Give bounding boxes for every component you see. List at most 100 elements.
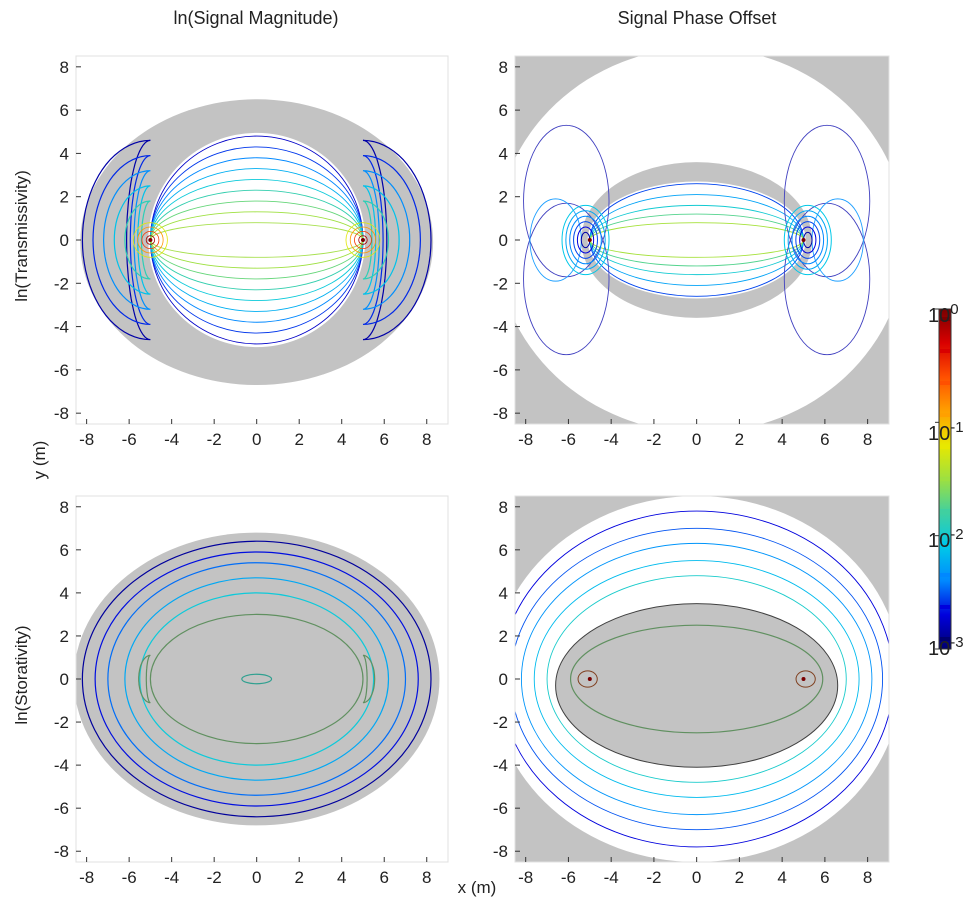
contour-lobe bbox=[523, 202, 610, 356]
contour-lobe bbox=[523, 124, 610, 278]
contour-source-ring bbox=[783, 204, 832, 276]
contour-crescent bbox=[362, 200, 390, 280]
contour-ring bbox=[515, 527, 883, 831]
contour-source-ring bbox=[565, 210, 606, 270]
y-tick-label: -6 bbox=[54, 361, 69, 380]
contour-ring bbox=[81, 540, 432, 818]
contour-source-ring bbox=[795, 670, 816, 688]
colorbar-level-mark bbox=[940, 573, 950, 577]
positive-region-inner bbox=[587, 181, 806, 299]
x-tick-label: 2 bbox=[735, 430, 744, 449]
x-tick-label: 4 bbox=[777, 868, 786, 887]
y-tick-label: 0 bbox=[499, 670, 508, 689]
contour-source-ring bbox=[561, 204, 610, 276]
y-tick-label: 2 bbox=[60, 188, 69, 207]
x-tick-label: -4 bbox=[164, 868, 179, 887]
y-tick-label: 0 bbox=[60, 231, 69, 250]
row-label-storativity: ln(Storativity) bbox=[12, 625, 31, 724]
y-tick-label: -2 bbox=[493, 274, 508, 293]
x-tick-label: -2 bbox=[207, 430, 222, 449]
x-tick-label: 4 bbox=[777, 430, 786, 449]
contour-source-ring bbox=[345, 222, 381, 258]
y-tick-label: 8 bbox=[499, 498, 508, 517]
contour-ring bbox=[139, 592, 375, 766]
x-tick-label: 0 bbox=[692, 430, 701, 449]
contour-source-ring bbox=[141, 230, 160, 250]
contour-ring bbox=[546, 575, 847, 783]
y-axis-label: y (m) bbox=[30, 441, 49, 480]
x-tick-label: -4 bbox=[164, 430, 179, 449]
y-tick-label: 4 bbox=[60, 584, 69, 603]
y-tick-label: 6 bbox=[60, 101, 69, 120]
x-tick-label: -8 bbox=[79, 430, 94, 449]
colorbar-tick-label-0: 100 bbox=[928, 301, 959, 327]
colorbar-tick-label-2: 10-2 bbox=[928, 526, 964, 552]
colorbar-tick-label-3: 10-3 bbox=[928, 634, 964, 660]
panel-top-right: -8 -6 -4 -2 0 2 4 6 8 -8 -6 -4 -2 0 2 4 6 8 bbox=[493, 55, 890, 449]
x-tick-label: 0 bbox=[692, 868, 701, 887]
x-tick-label: 2 bbox=[294, 868, 303, 887]
contour-ring bbox=[515, 510, 889, 848]
contour-source-ring bbox=[791, 215, 825, 265]
contour-source-ring bbox=[137, 226, 164, 254]
plot-area-bottom-left bbox=[76, 496, 448, 862]
contour-crescent bbox=[138, 654, 151, 704]
y-tick-label: 4 bbox=[60, 144, 69, 163]
y-tick-label: 2 bbox=[60, 627, 69, 646]
column-title-phase: Signal Phase Offset bbox=[618, 8, 777, 28]
contour-source-ring bbox=[569, 215, 602, 265]
colorbar-tick-label-1: 10-1 bbox=[928, 419, 964, 445]
x-tick-label: 8 bbox=[863, 430, 872, 449]
contour-crescent bbox=[81, 139, 151, 341]
x-tick-label: -2 bbox=[646, 430, 661, 449]
source-point bbox=[360, 238, 365, 242]
panel-bottom-left: -8 -6 -4 -2 0 2 4 6 8 -8 -6 -4 -2 0 2 4 6 8 bbox=[54, 495, 449, 887]
x-tick-label: 0 bbox=[252, 868, 261, 887]
contour-crescent bbox=[92, 155, 151, 325]
source-point bbox=[148, 238, 153, 242]
panel-top-left: -8 -6 -4 -2 0 2 4 6 8 -8 -6 -4 -2 0 2 4 6 8 bbox=[54, 55, 449, 449]
contour-source-ring bbox=[573, 221, 598, 259]
colorbar-level-mark bbox=[940, 413, 950, 417]
contour-source-ring bbox=[132, 222, 168, 258]
contour-crescent bbox=[362, 185, 400, 295]
y-tick-label: -8 bbox=[54, 842, 69, 861]
x-tick-label: 2 bbox=[294, 430, 303, 449]
source-point bbox=[587, 238, 592, 242]
colorbar-level-mark bbox=[940, 317, 950, 321]
y-tick-label: -4 bbox=[54, 318, 69, 337]
y-tick-label: -4 bbox=[493, 756, 508, 775]
x-tick-label: 8 bbox=[422, 430, 431, 449]
x-tick-label: 0 bbox=[252, 430, 261, 449]
contour-crescent bbox=[124, 200, 151, 280]
x-tick-label: 2 bbox=[735, 868, 744, 887]
y-tick-label: 8 bbox=[60, 498, 69, 517]
colorbar-level-mark bbox=[940, 541, 950, 545]
source-point bbox=[801, 677, 806, 681]
contour-crescent bbox=[362, 170, 411, 310]
x-tick-label: 4 bbox=[337, 868, 346, 887]
contour-lobe bbox=[783, 202, 871, 356]
y-tick-label: 0 bbox=[499, 231, 508, 250]
contour-crescent bbox=[113, 185, 151, 295]
contour-lobe bbox=[783, 124, 871, 278]
contour-source-ring bbox=[577, 670, 598, 688]
contour-source-ring bbox=[787, 210, 828, 270]
y-tick-label: -6 bbox=[493, 799, 508, 818]
contour-ring bbox=[533, 560, 860, 798]
column-title-magnitude: ln(Signal Magnitude) bbox=[173, 8, 338, 28]
y-tick-label: 0 bbox=[60, 670, 69, 689]
x-tick-label: -6 bbox=[122, 868, 137, 887]
contour-source-ring bbox=[576, 226, 595, 254]
plot-area-top-right bbox=[515, 56, 889, 424]
y-tick-label: 4 bbox=[499, 584, 508, 603]
contour-ring-inner bbox=[149, 613, 364, 745]
x-tick-label: 6 bbox=[379, 430, 388, 449]
y-tick-label: 2 bbox=[499, 188, 508, 207]
contour-crescent bbox=[362, 654, 376, 704]
x-tick-label: -8 bbox=[518, 430, 533, 449]
y-tick-label: -8 bbox=[493, 404, 508, 423]
y-tick-label: 8 bbox=[499, 58, 508, 77]
